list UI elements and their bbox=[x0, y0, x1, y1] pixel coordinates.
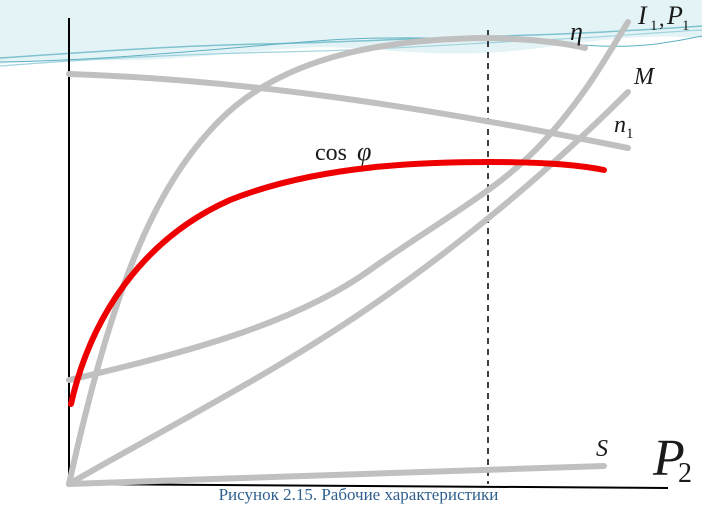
label-i1-subscript: 1 bbox=[650, 18, 658, 34]
label-p2: P 2 bbox=[652, 430, 692, 489]
curve-n1 bbox=[66, 71, 631, 151]
swirl-line bbox=[0, 25, 702, 59]
label-p1: P bbox=[666, 1, 683, 30]
label-phi: φ bbox=[357, 137, 371, 166]
swirl-fill bbox=[0, 0, 702, 64]
label-n1-subscript: 1 bbox=[626, 126, 634, 142]
curve-s bbox=[66, 463, 607, 487]
swirl-line bbox=[0, 35, 702, 63]
label-m: M bbox=[633, 64, 656, 90]
curve-m bbox=[66, 89, 631, 487]
curve-i1-p1 bbox=[66, 19, 631, 383]
label-s: S bbox=[596, 436, 608, 462]
figure-caption: Рисунок 2.15. Рабочие характеристики bbox=[218, 485, 499, 504]
label-p2-subscript: 2 bbox=[678, 458, 692, 489]
label-p1-subscript: 1 bbox=[682, 18, 690, 34]
label-p2-letter: P bbox=[652, 430, 685, 487]
label-n1-letter: n bbox=[614, 112, 626, 138]
label-cos: cos bbox=[315, 140, 347, 166]
label-comma: , bbox=[659, 6, 665, 31]
curve-cos-phi bbox=[68, 158, 607, 407]
label-n1: n 1 bbox=[614, 112, 634, 142]
x-axis bbox=[68, 483, 669, 489]
label-eta: η bbox=[570, 17, 583, 46]
curve-eta bbox=[66, 34, 588, 487]
label-i1: I bbox=[637, 1, 648, 30]
label-i1-p1: I 1 , P 1 bbox=[637, 1, 690, 34]
label-cos-phi: cos φ bbox=[315, 137, 371, 166]
decorative-header-swirl bbox=[0, 0, 702, 67]
